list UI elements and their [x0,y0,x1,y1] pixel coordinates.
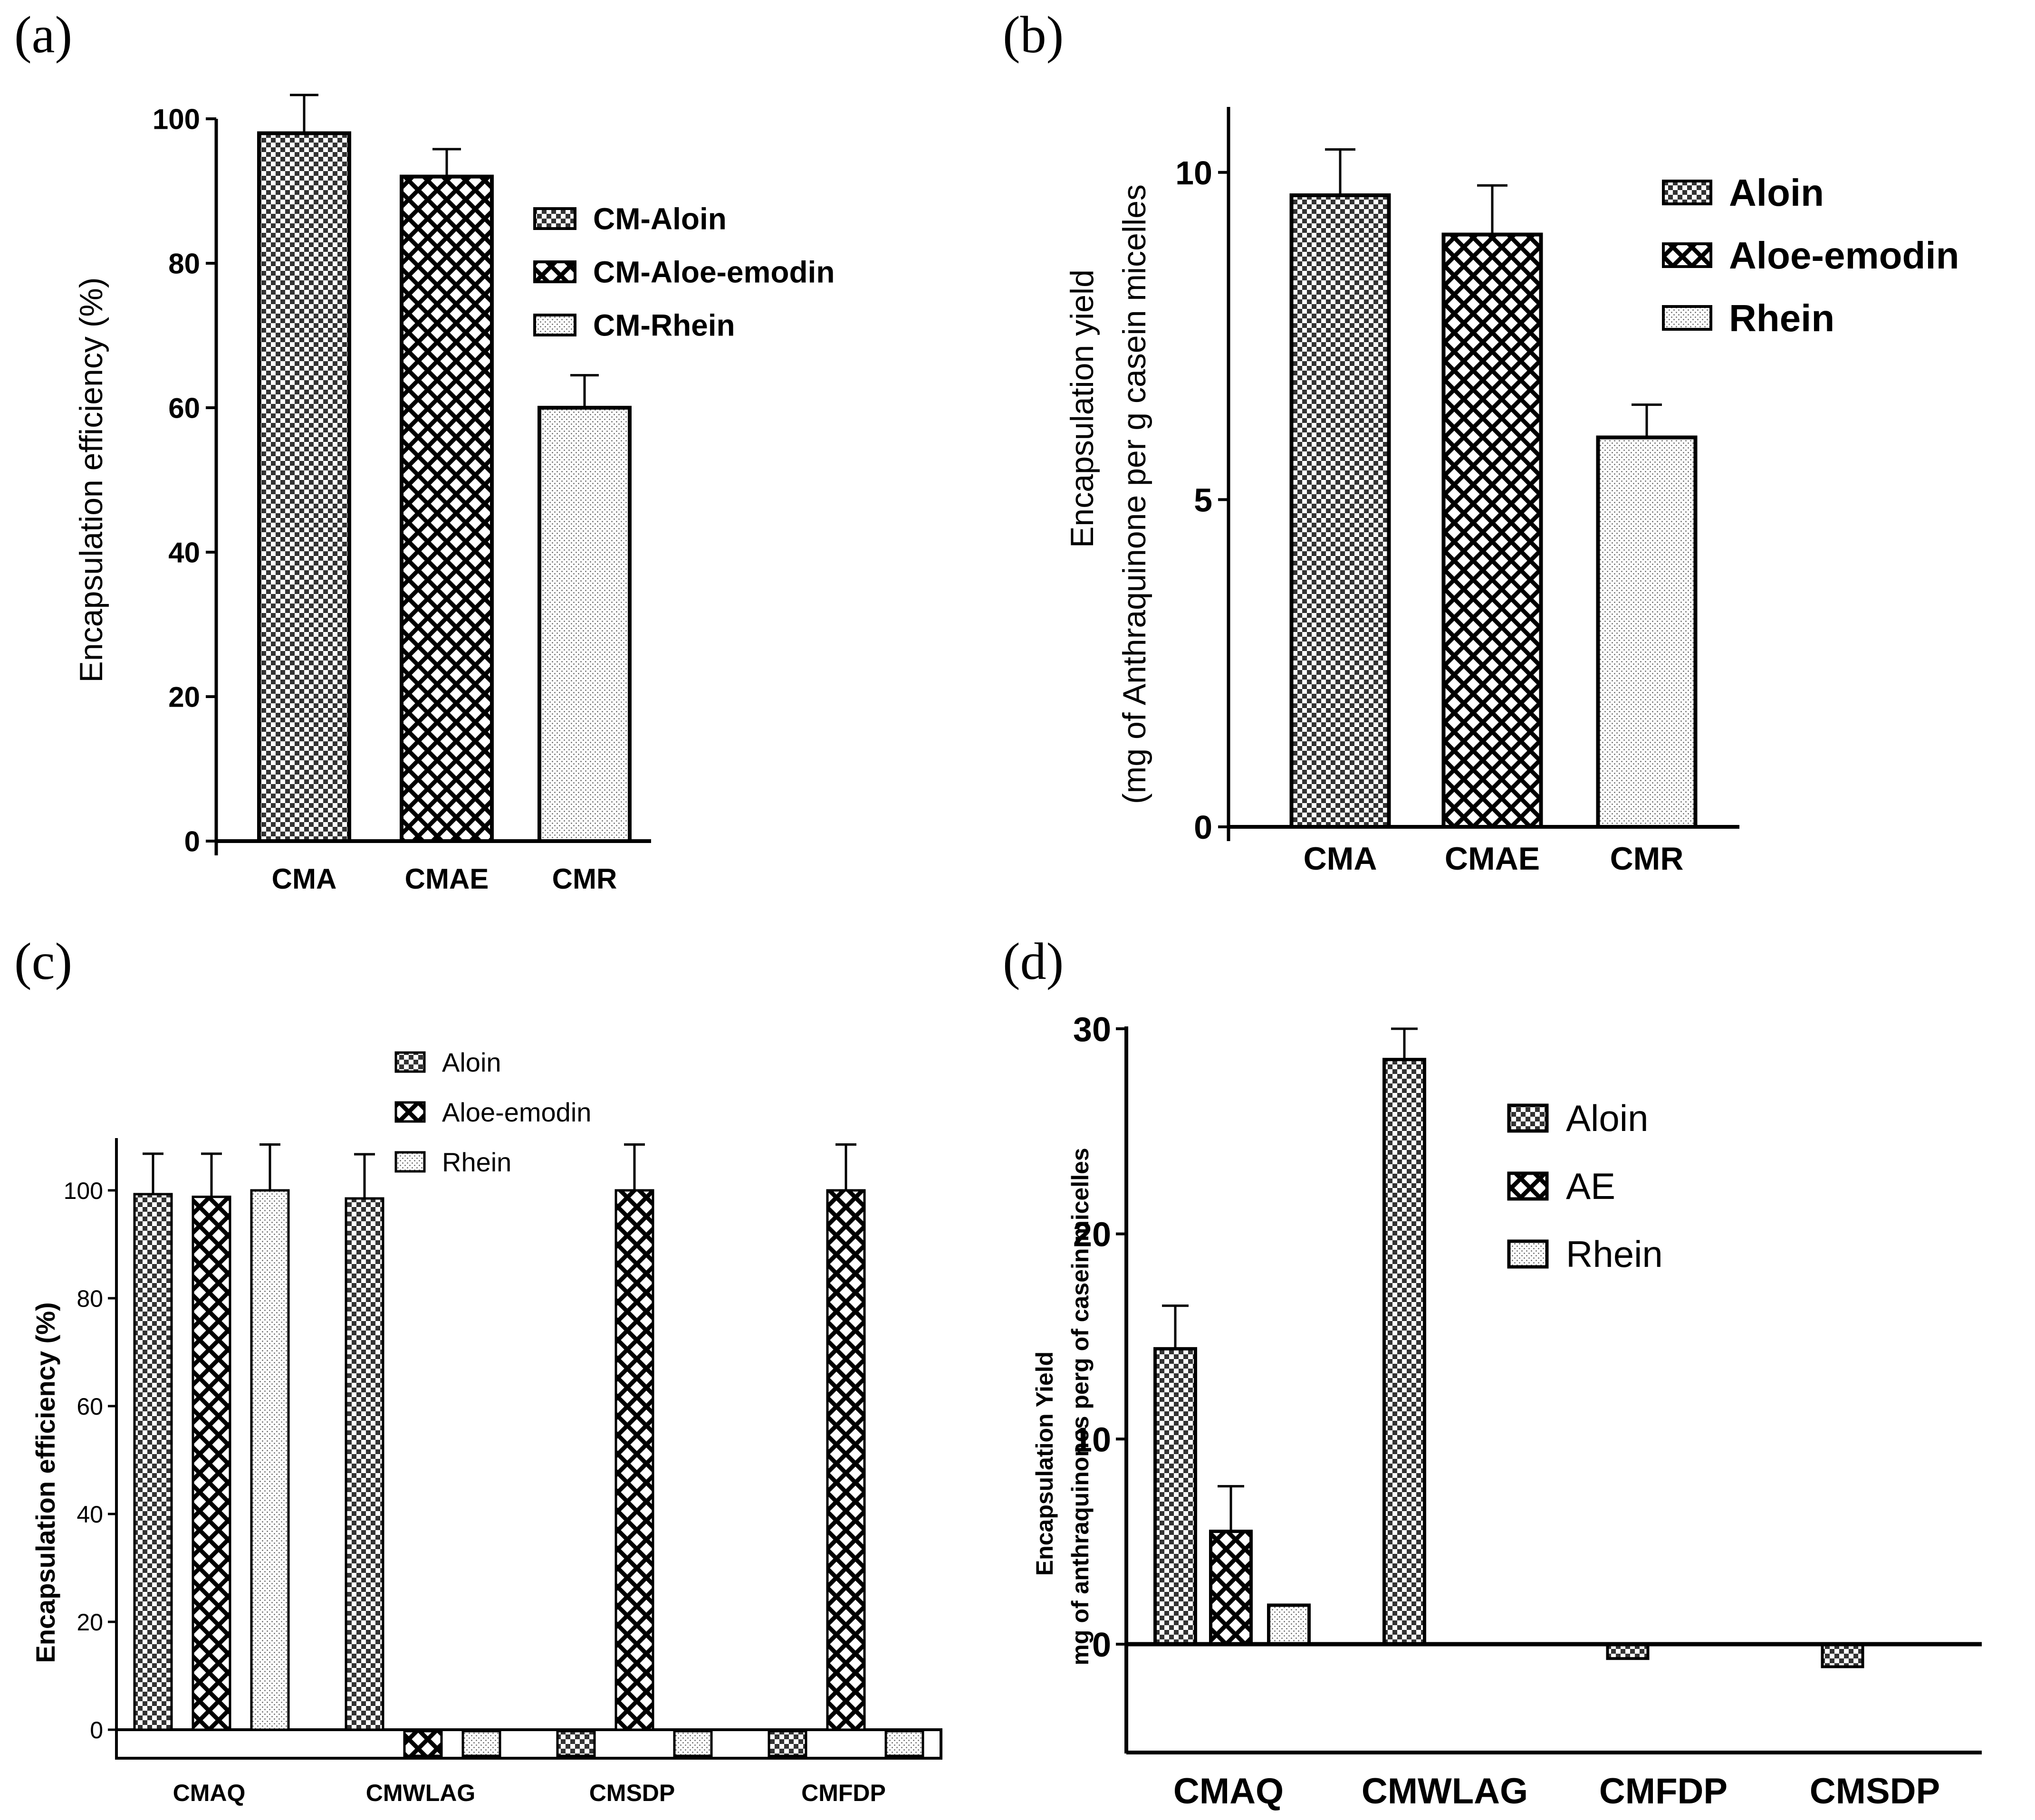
x-tick-label: CMSDP [1810,1771,1940,1811]
y-tick-label: 40 [168,537,200,569]
bar-cmwlag-rhein [461,1730,501,1757]
x-tick-label: CMA [272,863,337,895]
legend-swatch [394,1051,426,1073]
bar-cma [1289,193,1391,829]
panel-label-a: (a) [14,6,72,64]
chart-panel-a: Encapsulation efficiency (%) 0 20 40 60 80 100… [73,94,835,895]
legend-swatch [1507,1103,1549,1133]
panel-label-b: (b) [1003,6,1064,64]
x-tick-label: CMFDP [801,1780,886,1806]
bar-cmae [400,174,494,843]
bar-cmae [1441,232,1543,829]
y-tick-label: 0 [90,1717,103,1743]
bar-cmaq-rhein [250,1189,290,1731]
x-tick-label: CMAQ [1173,1771,1284,1811]
legend-swatch [1662,180,1712,205]
y-axis-title: Encapsulation Yield [1031,1351,1058,1576]
zero-band [115,1728,942,1760]
bar-cmaq-ae [1209,1530,1253,1646]
legend-label: Rhein [442,1147,511,1177]
bar-cmaq-aloe-emodin [192,1196,231,1731]
x-tick-label: CMA [1304,841,1377,877]
legend-swatch [533,260,576,283]
y-tick-label: 20 [168,681,200,713]
y-tick-label: 30 [1073,1011,1111,1049]
bar-cmfdp-rhein [884,1730,924,1757]
legend-label: Aloe-emodin [442,1097,591,1127]
bar-cmfdp-aloin [768,1730,807,1757]
y-tick-label: 60 [168,393,200,424]
x-tick-label: CMAQ [173,1780,246,1806]
legend-swatch [394,1151,426,1173]
legend-swatch [1507,1239,1549,1269]
chart-panel-c: Encapsulation efficiency (%) 0 20 40 60 80 100… [30,1047,942,1806]
legend-swatch [533,314,576,336]
y-tick-label: 100 [64,1178,103,1204]
legend-swatch [533,207,576,230]
y-axis-title: Encapsulation efficiency (%) [73,278,109,683]
x-tick-label: CMFDP [1599,1771,1728,1811]
x-tick-label: CMAE [1445,841,1540,877]
bar-cmr [1596,435,1698,829]
y-tick-label: 10 [1175,154,1212,192]
legend-swatch [1662,305,1712,331]
bar-cmfdp-aloe-emodin [826,1189,866,1731]
legend-label: Rhein [1729,297,1834,339]
bar-cmwlag-aloin [1382,1058,1426,1646]
legend-label: Aloin [1566,1097,1648,1139]
bar-cmaq-aloin [1153,1347,1197,1646]
bar-cmsdp-rhein [673,1730,713,1757]
y-axis-title-units: mg of anthraquinones perg of casein mice… [1067,1148,1094,1665]
y-tick-label: 80 [168,248,200,280]
bar-cmwlag-aloe-emodin [403,1730,443,1757]
chart-panel-d: Encapsulation Yield mg of anthraquinones … [1031,1011,1982,1811]
y-tick-label: 10 [1073,1421,1111,1459]
bar-cmfdp-aloin [1606,1643,1650,1660]
y-axis-title-units: (mg of Anthraquinone per g casein micell… [1116,184,1152,804]
y-axis-title: Encapsulation yield [1064,269,1100,548]
legend-label: Aloin [1729,172,1824,214]
bar-cmaq-aloin [133,1193,173,1731]
panel-label-d: (d) [1003,932,1064,990]
bar-cmr [538,406,632,843]
x-tick-label: CMR [1610,841,1684,877]
y-tick-label: 20 [1073,1216,1111,1254]
y-axis-title: Encapsulation efficiency (%) [30,1302,60,1663]
y-tick-label: 80 [77,1285,103,1312]
x-tick-label: CMAE [405,863,489,895]
legend-label: CM-Aloin [593,201,727,236]
bar-cmsdp-aloe-emodin [614,1189,654,1731]
bar-cmaq-rhein [1267,1603,1311,1646]
x-tick-label: CMSDP [589,1780,675,1806]
x-tick-label: CMWLAG [1362,1771,1528,1811]
legend-swatch [394,1101,426,1123]
bar-cmsdp-aloin [556,1730,596,1757]
legend-label: Rhein [1566,1233,1663,1275]
y-tick-label: 20 [77,1609,103,1636]
x-tick-label: CMR [552,863,617,895]
panel-label-c: (c) [14,932,72,990]
bar-cmwlag-aloin [345,1197,384,1731]
legend-label: CM-Aloe-emodin [593,255,835,289]
bar-cma [257,131,351,843]
y-tick-label: 0 [1092,1626,1111,1664]
y-tick-label: 40 [77,1501,103,1528]
y-tick-label: 0 [184,826,200,858]
y-tick-label: 5 [1194,482,1212,519]
chart-panel-b: Encapsulation yield (mg of Anthraquinone … [1064,107,1959,877]
y-tick-label: 0 [1194,809,1212,846]
legend-label: Aloe-emodin [1729,234,1959,277]
legend-label: AE [1566,1165,1615,1207]
legend-label: Aloin [442,1047,501,1077]
legend-swatch [1662,242,1712,268]
legend-swatch [1507,1171,1549,1201]
y-tick-label: 100 [153,104,200,135]
x-tick-label: CMWLAG [366,1780,476,1806]
y-tick-label: 60 [77,1393,103,1420]
legend-label: CM-Rhein [593,308,735,342]
bar-cmsdp-aloin [1821,1643,1864,1668]
